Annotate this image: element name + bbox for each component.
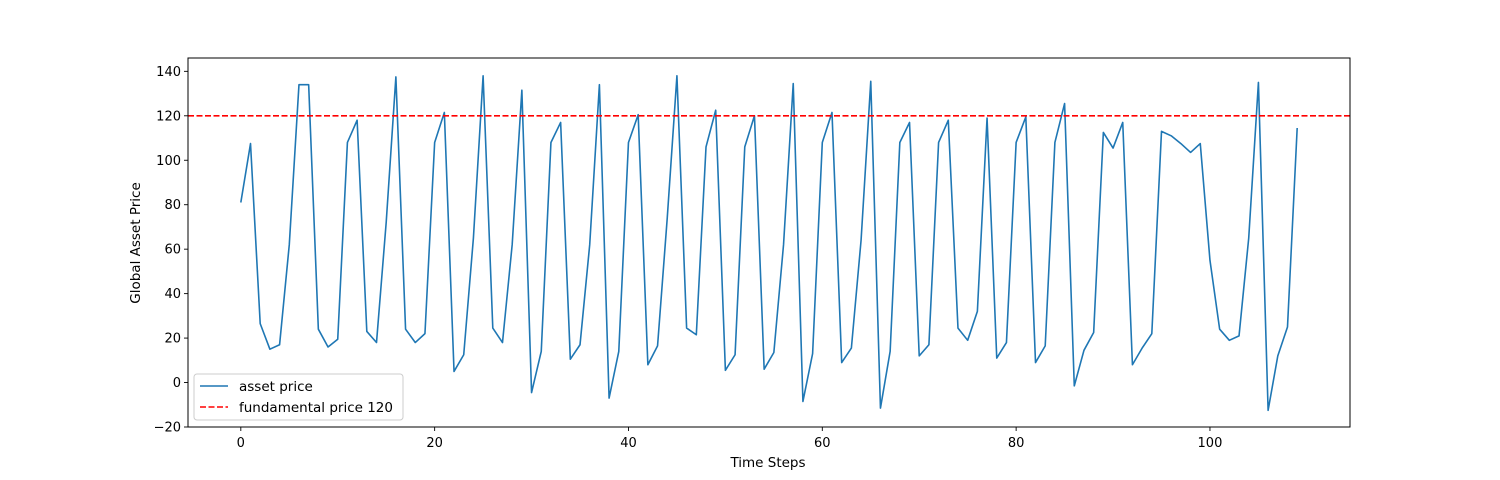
series-layer bbox=[188, 74, 1350, 412]
legend-label-asset-price: asset price bbox=[239, 379, 313, 395]
ticks-layer: 0 20 40 60 80 100 −20 0 20 40 60 80 100 120 140 bbox=[154, 65, 1223, 451]
x-tick-label: 40 bbox=[620, 436, 637, 451]
x-tick-label: 80 bbox=[1008, 436, 1025, 451]
x-axis-title: Time Steps bbox=[729, 455, 805, 471]
legend: asset price fundamental price 120 bbox=[193, 373, 404, 421]
legend-box bbox=[193, 373, 404, 421]
y-tick-label: −20 bbox=[154, 421, 181, 436]
legend-label-fundamental-price: fundamental price 120 bbox=[239, 400, 393, 416]
y-tick-label: 120 bbox=[156, 109, 181, 124]
x-tick-label: 0 bbox=[237, 436, 245, 451]
y-tick-label: 0 bbox=[173, 376, 181, 391]
y-tick-label: 40 bbox=[164, 287, 181, 302]
x-tick-label: 100 bbox=[1198, 436, 1223, 451]
x-tick-label: 60 bbox=[814, 436, 831, 451]
plot-frame bbox=[187, 57, 1351, 428]
series-line-asset-price bbox=[240, 74, 1298, 412]
y-axis-title: Global Asset Price bbox=[128, 182, 144, 303]
y-tick-label: 20 bbox=[164, 332, 181, 347]
y-tick-label: 80 bbox=[164, 198, 181, 213]
x-tick-label: 20 bbox=[426, 436, 443, 451]
y-tick-label: 60 bbox=[164, 243, 181, 258]
y-tick-label: 100 bbox=[156, 154, 181, 169]
y-tick-label: 140 bbox=[156, 65, 181, 80]
